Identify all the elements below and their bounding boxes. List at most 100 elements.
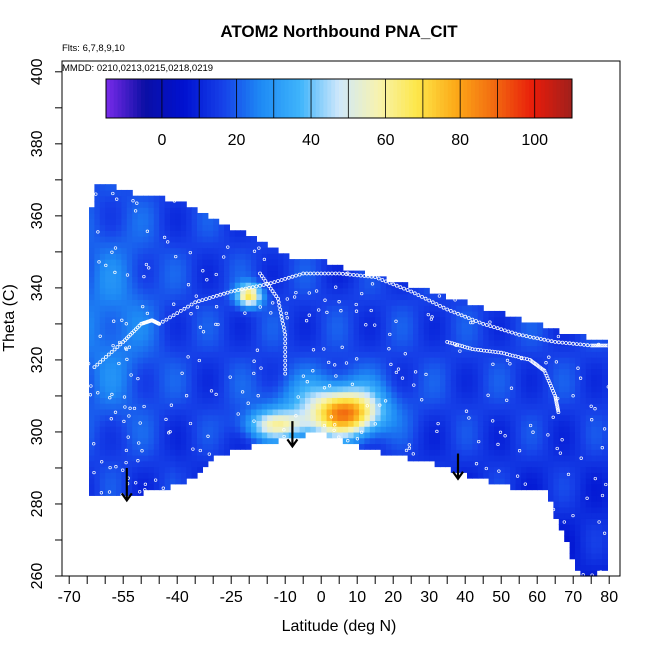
heatmap-cell <box>164 201 171 208</box>
heatmap-cell <box>132 339 139 347</box>
heatmap-cell <box>213 224 220 231</box>
heatmap-cell <box>353 437 360 445</box>
heatmap-cell <box>364 414 371 422</box>
sample-point <box>188 250 192 255</box>
heatmap-cell <box>94 420 101 427</box>
heatmap-cell <box>89 316 95 324</box>
sample-point <box>376 276 381 281</box>
heatmap-cell <box>326 397 333 404</box>
heatmap-cell <box>315 357 322 364</box>
heatmap-cell <box>585 431 592 439</box>
heatmap-cell <box>450 299 457 306</box>
heatmap-cell <box>596 403 603 410</box>
heatmap-cell <box>229 380 236 387</box>
heatmap-cell <box>240 368 247 375</box>
sample-point <box>402 286 406 291</box>
sample-point <box>95 362 100 367</box>
heatmap-cell <box>186 230 193 237</box>
heatmap-cell <box>116 328 122 335</box>
sample-point <box>226 245 230 249</box>
heatmap-cell <box>386 293 392 301</box>
sample-point <box>596 342 601 347</box>
heatmap-cell <box>175 264 182 272</box>
sample-point <box>254 284 259 289</box>
heatmap-cell <box>510 339 517 347</box>
heatmap-cell <box>256 328 263 335</box>
heatmap-cell <box>440 420 446 427</box>
heatmap-cell <box>418 397 425 404</box>
heatmap-cell <box>170 201 176 208</box>
heatmap-cell <box>402 316 409 324</box>
heatmap-cell <box>202 212 209 220</box>
heatmap-cell <box>294 322 301 329</box>
heatmap-cell <box>391 449 398 456</box>
heatmap-cell <box>116 201 122 208</box>
heatmap-cell <box>121 362 128 370</box>
heatmap-cell <box>326 368 333 375</box>
heatmap-cell <box>504 345 511 352</box>
heatmap-cell <box>164 391 171 398</box>
heatmap-cell <box>132 293 139 301</box>
sample-point <box>387 347 391 351</box>
heatmap-cell <box>321 328 328 335</box>
colorbar-segment <box>199 79 204 118</box>
heatmap-cell <box>105 299 112 306</box>
heatmap-cell <box>542 426 549 433</box>
heatmap-cell <box>116 408 122 416</box>
heatmap-cell <box>564 478 571 485</box>
heatmap-cell <box>267 328 274 335</box>
heatmap-cell <box>585 466 592 473</box>
sample-point <box>589 404 593 408</box>
heatmap-cell <box>218 282 225 289</box>
heatmap-cell <box>321 293 328 301</box>
heatmap-cell <box>386 333 392 341</box>
heatmap-cell <box>596 368 603 375</box>
heatmap-cell <box>126 478 133 485</box>
sample-point <box>554 397 558 402</box>
heatmap-cell <box>94 339 101 347</box>
heatmap-cell <box>148 431 155 439</box>
heatmap-cell <box>218 310 225 318</box>
heatmap-cell <box>137 236 144 243</box>
sample-point <box>132 406 137 411</box>
heatmap-cell <box>434 299 441 306</box>
heatmap-cell <box>175 368 182 375</box>
sample-point <box>599 570 603 574</box>
heatmap-cell <box>229 241 236 249</box>
heatmap-cell <box>375 443 382 450</box>
heatmap-cell <box>321 259 328 266</box>
heatmap-cell <box>396 351 403 358</box>
heatmap-cell <box>224 276 230 283</box>
heatmap-cell <box>213 259 220 266</box>
heatmap-cell <box>278 420 284 427</box>
heatmap-cell <box>245 362 252 370</box>
sample-point <box>136 376 140 381</box>
heatmap-cell <box>202 328 209 335</box>
heatmap-cell <box>164 397 171 404</box>
heatmap-cell <box>251 368 257 375</box>
heatmap-cell <box>202 431 209 439</box>
heatmap-cell <box>299 397 306 404</box>
heatmap-cell <box>488 368 495 375</box>
heatmap-cell <box>342 368 349 375</box>
heatmap-cell <box>364 408 371 416</box>
sample-point <box>112 319 116 323</box>
heatmap-cell <box>170 299 176 306</box>
heatmap-cell <box>105 483 112 491</box>
heatmap-cell <box>256 276 263 283</box>
heatmap-cell <box>126 391 133 398</box>
heatmap-cell <box>121 276 128 283</box>
heatmap-cell <box>240 333 247 341</box>
heatmap-cell <box>558 472 565 479</box>
heatmap-cell <box>391 380 398 387</box>
heatmap-cell <box>207 339 214 347</box>
colorbar-segment <box>175 79 181 118</box>
heatmap-cell <box>234 385 241 393</box>
heatmap-cell <box>564 466 571 473</box>
heatmap-cell <box>283 305 290 312</box>
heatmap-cell <box>132 449 139 456</box>
heatmap-cell <box>94 374 101 381</box>
heatmap-cell <box>569 529 576 537</box>
heatmap-cell <box>202 454 209 462</box>
sample-point <box>322 347 326 351</box>
